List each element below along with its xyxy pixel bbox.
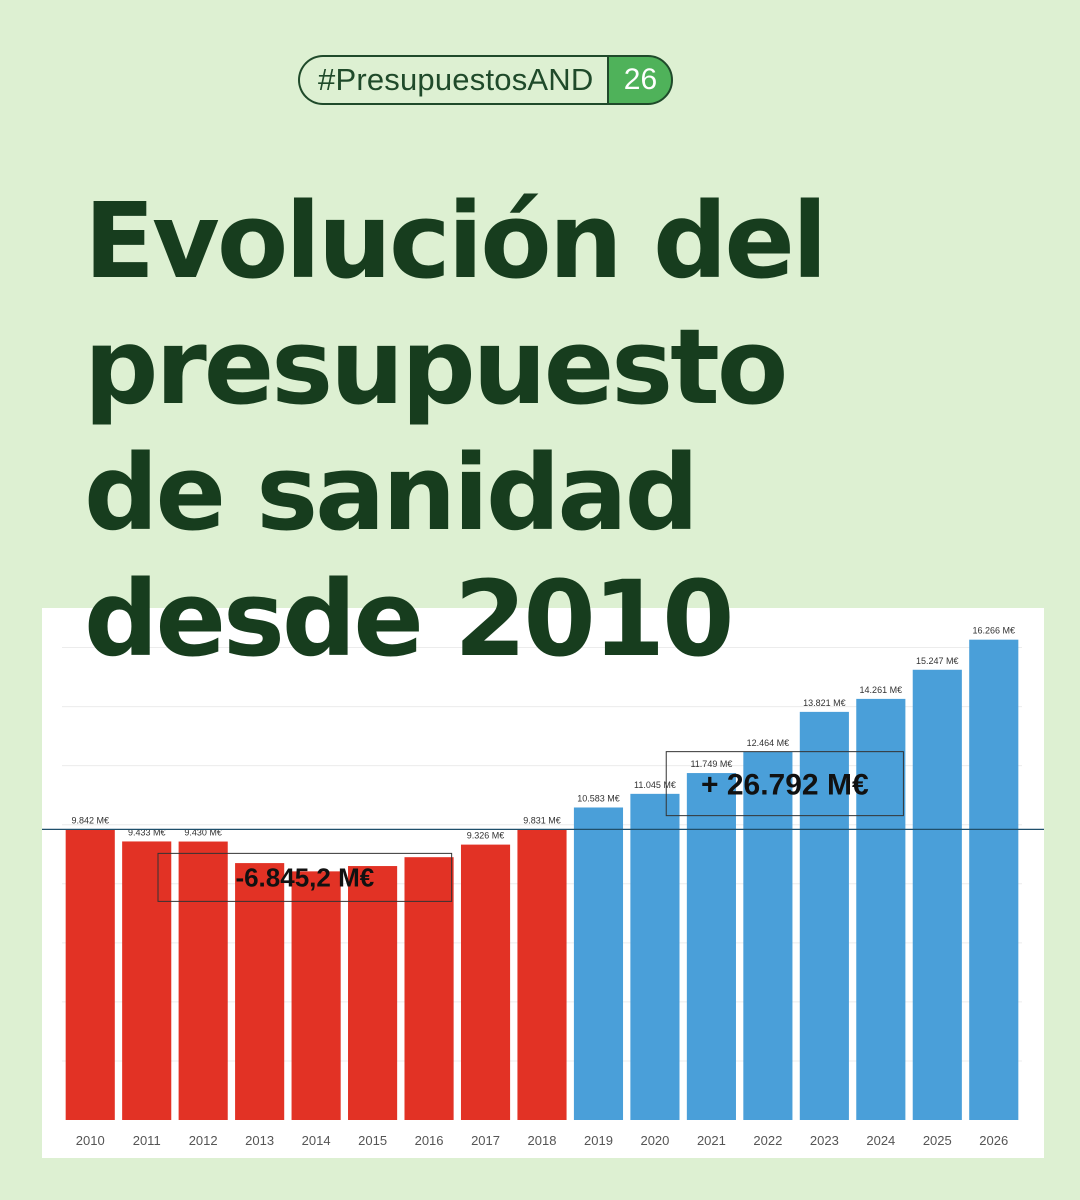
x-tick-2023: 2023 <box>810 1133 839 1148</box>
x-tick-2011: 2011 <box>133 1133 161 1148</box>
annotation-increase-box <box>665 751 904 817</box>
bar-2023 <box>799 711 849 1120</box>
annotation-decrease-label: -6.845,2 M€ <box>235 863 374 893</box>
x-tick-2017: 2017 <box>471 1133 500 1148</box>
data-label-2024: 14.261 M€ <box>860 685 903 695</box>
annotation-decrease-box <box>157 852 453 902</box>
data-label-2026: 16.266 M€ <box>972 626 1015 636</box>
bar-2014 <box>291 871 341 1120</box>
x-tick-2024: 2024 <box>866 1133 895 1148</box>
bar-chart: 9.842 M€ 2010 9.433 M€ 2011 9.430 M€ 2012 2013… <box>42 626 1044 1148</box>
x-tick-2025: 2025 <box>923 1133 952 1148</box>
bar-2021 <box>686 773 736 1120</box>
x-tick-2013: 2013 <box>245 1133 274 1148</box>
data-label-2021: 11.749 M€ <box>690 759 732 769</box>
bar-2011 <box>122 841 172 1120</box>
x-tick-2018: 2018 <box>528 1133 557 1148</box>
data-label-2018: 9.831 M€ <box>523 816 561 826</box>
title-line-4: desde 2010 <box>84 558 735 680</box>
bar-2020 <box>630 793 680 1120</box>
bar-2024 <box>856 698 906 1120</box>
data-label-2025: 15.247 M€ <box>916 656 959 666</box>
data-label-2019: 10.583 M€ <box>577 793 620 803</box>
x-tick-2020: 2020 <box>640 1133 669 1148</box>
x-tick-2021: 2021 <box>697 1133 726 1148</box>
x-tick-2010: 2010 <box>76 1133 105 1148</box>
hashtag-text: #PresupuestosAND <box>298 55 608 105</box>
x-tick-2016: 2016 <box>415 1133 444 1148</box>
bar-2025 <box>912 669 962 1120</box>
title-line-2: presupuesto <box>84 306 788 428</box>
data-label-2012: 9.430 M€ <box>184 828 222 838</box>
data-label-2023: 13.821 M€ <box>803 698 846 708</box>
annotation-increase-label: + 26.792 M€ <box>701 768 869 801</box>
bar-2010 <box>65 829 115 1120</box>
x-tick-2012: 2012 <box>189 1133 218 1148</box>
bar-2012 <box>178 841 228 1120</box>
data-label-2011: 9.433 M€ <box>128 827 166 837</box>
bar-2018 <box>517 829 567 1120</box>
title-line-1: Evolución del <box>84 180 828 302</box>
data-label-2010: 9.842 M€ <box>71 815 109 825</box>
bar-2026 <box>969 639 1019 1120</box>
bar-2019 <box>573 807 624 1120</box>
x-tick-2022: 2022 <box>753 1133 782 1148</box>
bar-2013 <box>235 863 285 1120</box>
x-tick-2014: 2014 <box>302 1133 331 1148</box>
x-tick-2026: 2026 <box>979 1133 1008 1148</box>
year-badge: 26 <box>607 55 674 105</box>
data-label-2020: 11.045 M€ <box>634 780 676 790</box>
page-title: Evolución del presupuesto de sanidad des… <box>84 178 828 682</box>
x-tick-2015: 2015 <box>358 1133 387 1148</box>
bar-2016 <box>404 857 454 1120</box>
bar-2015 <box>348 866 398 1120</box>
data-label-2017: 9.326 M€ <box>467 831 505 841</box>
data-label-2022: 12.464 M€ <box>747 738 790 748</box>
chart-panel: 9.842 M€ 2010 9.433 M€ 2011 9.430 M€ 2012 2013… <box>42 608 1044 1158</box>
title-line-3: de sanidad <box>84 432 699 554</box>
hashtag-badge: #PresupuestosAND 26 <box>298 55 674 105</box>
x-tick-2019: 2019 <box>584 1133 613 1148</box>
bar-2017 <box>460 844 511 1120</box>
bar-2022 <box>743 751 793 1120</box>
